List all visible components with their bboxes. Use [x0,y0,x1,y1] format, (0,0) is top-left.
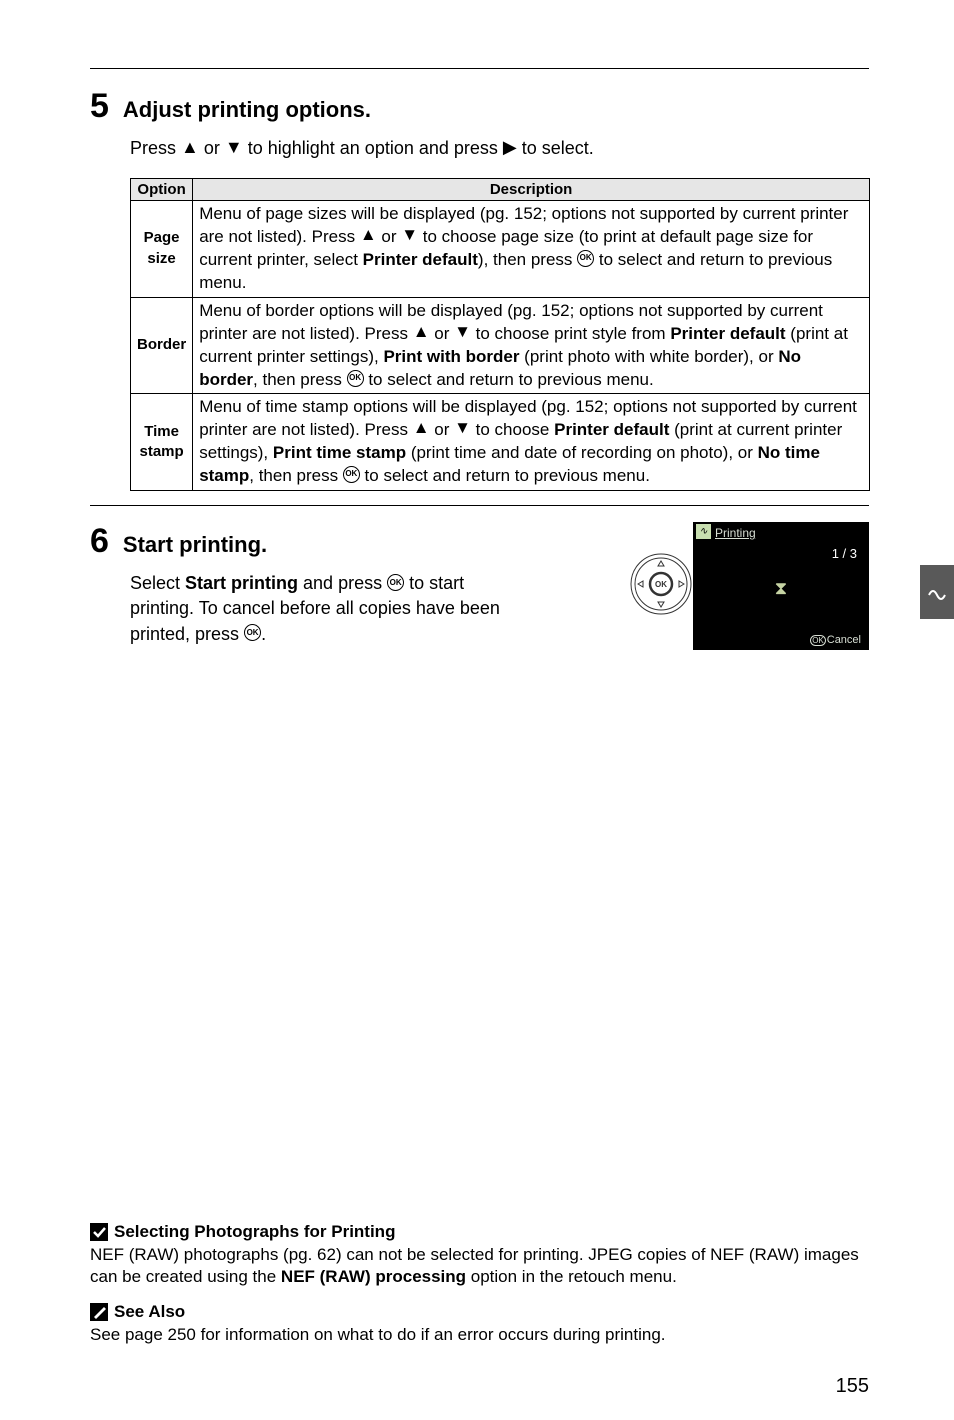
lcd-connect-glyph: ∿ [699,526,707,537]
opt-name-label-0: Pagesize [144,229,180,266]
lcd-cancel: OKCancel [810,634,861,646]
step-6-body: Select Start printing and press OK to st… [130,571,530,647]
step5-text-post1: to highlight an option and press [248,138,503,158]
ok-icon: OK [577,250,594,267]
footnote-see-title-text: See Also [114,1302,185,1322]
step-6-title: Start printing. [123,532,267,558]
multi-selector-graphic: OK [629,552,693,616]
ok-icon: OK [244,624,261,641]
option-name-pagesize: Pagesize [131,200,193,297]
step5-text-mid: or [204,138,225,158]
table-row: Timestamp Menu of time stamp options wil… [131,394,870,491]
triangle-up-icon: ▲ [360,224,377,247]
footnote-sel-title-text: Selecting Photographs for Printing [114,1222,395,1242]
desc1-post2: to select and return to previous menu. [364,370,654,389]
lcd-title: Printing [715,526,756,540]
caution-icon [90,1223,108,1241]
footnote-see-title: See Also [90,1302,869,1322]
table-row: Pagesize Menu of page sizes will be disp… [131,200,870,297]
desc2-post2: to select and return to previous menu. [360,466,650,485]
step-5-header: 5 Adjust printing options. [90,87,869,126]
desc1-mid: or [430,324,455,343]
step5-text-pre: Press [130,138,181,158]
footnote-sel-body: NEF (RAW) photographs (pg. 62) can not b… [90,1244,869,1288]
step6-pre: Select [130,573,185,593]
rule-mid [90,505,869,506]
desc2-mid: or [430,420,455,439]
side-tab [920,565,954,619]
option-desc-timestamp: Menu of time stamp options will be displ… [193,394,870,491]
lcd-count: 1 / 3 [832,546,857,561]
triangle-up-icon: ▲ [413,321,430,344]
options-table: Option Description Pagesize Menu of page… [130,178,870,491]
option-name-timestamp: Timestamp [131,394,193,491]
svg-text:OK: OK [655,580,667,589]
opt-name-label-2: Timestamp [140,423,184,460]
header-option: Option [131,178,193,200]
step-5-number: 5 [90,87,109,126]
page-number: 155 [836,1375,869,1398]
lcd-cancel-text: Cancel [827,634,861,646]
note-icon [90,1303,108,1321]
step-6-header: 6 Start printing. [90,522,621,561]
step6-post: . [261,624,266,644]
desc1-bold2: Print with border [383,347,519,366]
footer-area: Selecting Photographs for Printing NEF (… [90,1222,869,1360]
desc0-bold1: Printer default [363,250,478,269]
step-5-body: Press ▲ or ▼ to highlight an option and … [130,136,869,162]
triangle-up-icon: ▲ [413,417,430,440]
table-row: Border Menu of border options will be di… [131,297,870,394]
desc2-bold2: Print time stamp [273,443,406,462]
desc2-p1b: (print time and date of recording on pho… [406,443,758,462]
option-desc-pagesize: Menu of page sizes will be displayed (pg… [193,200,870,297]
lcd-ok-icon: OK [810,635,826,646]
desc1-mid2: to choose print style from [471,324,670,343]
step6-bold1: Start printing [185,573,298,593]
desc1-post1: , then press [253,370,347,389]
desc2-bold1: Printer default [554,420,669,439]
triangle-down-icon: ▼ [454,417,471,440]
triangle-right-icon: ▶ [503,135,517,160]
fn-sel-bold: NEF (RAW) processing [281,1267,466,1286]
triangle-up-icon: ▲ [181,135,199,160]
hourglass-icon: ⧗ [775,578,788,599]
desc0-mid: or [377,227,402,246]
step5-text-post2: to select. [522,138,594,158]
table-header-row: Option Description [131,178,870,200]
desc2-mid2: to choose [471,420,554,439]
rule-top [90,68,869,69]
ok-icon: OK [387,574,404,591]
option-name-border: Border [131,297,193,394]
fn-sel-post: option in the retouch menu. [466,1267,677,1286]
header-description: Description [193,178,870,200]
triangle-down-icon: ▼ [401,224,418,247]
footnote-sel-title: Selecting Photographs for Printing [90,1222,869,1242]
ok-icon: OK [343,466,360,483]
step-6-number: 6 [90,522,109,561]
desc1-p1b: (print photo with white border), or [519,347,778,366]
triangle-down-icon: ▼ [454,321,471,344]
step-6-wrap: 6 Start printing. Select Start printing … [90,522,869,650]
desc2-post1: , then press [249,466,343,485]
lcd-retouch-icon: ∿ [696,524,711,539]
step6-mid1: and press [298,573,387,593]
step-6-left: 6 Start printing. Select Start printing … [90,522,621,647]
option-desc-border: Menu of border options will be displayed… [193,297,870,394]
desc1-bold1: Printer default [670,324,785,343]
ok-icon: OK [347,370,364,387]
step-5-title: Adjust printing options. [123,97,371,123]
footnote-see-body: See page 250 for information on what to … [90,1324,869,1346]
triangle-down-icon: ▼ [225,135,243,160]
lcd-preview: ∿ Printing 1 / 3 ⧗ OKCancel [693,522,869,650]
desc0-post1: ), then press [478,250,577,269]
